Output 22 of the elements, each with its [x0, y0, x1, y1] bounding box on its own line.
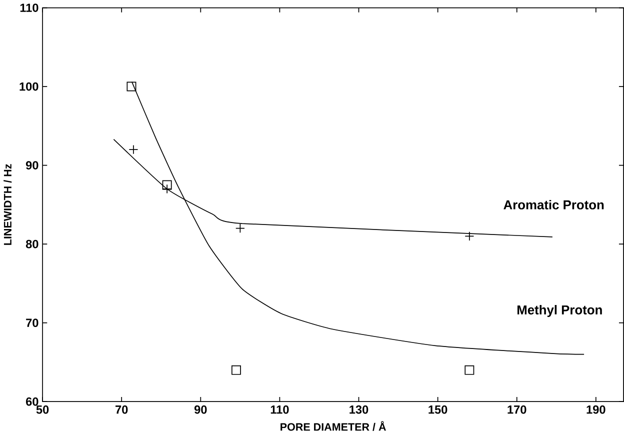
annotation: Aromatic Proton: [504, 200, 604, 210]
point: [464, 365, 474, 375]
point: [126, 82, 136, 92]
y-axis-title: LINEWIDTH / Hz: [4, 164, 12, 245]
point: [231, 365, 241, 375]
x-tick-label: 130: [350, 405, 368, 414]
x-tick-label: 170: [508, 405, 526, 414]
point: [162, 180, 172, 190]
x-tick-label: 50: [36, 405, 49, 414]
x-tick-label: 190: [586, 405, 606, 414]
y-tick-label: 60: [26, 397, 38, 406]
y-tick-label: 70: [26, 318, 38, 327]
y-tick-label: 110: [20, 3, 38, 12]
x-tick-label: 150: [428, 405, 448, 414]
x-tick-label: 70: [116, 405, 128, 414]
y-tick-label: 80: [26, 240, 38, 248]
x-axis-title: PORE DIAMETER / Å: [280, 420, 386, 431]
x-tick-label: 110: [270, 405, 289, 414]
y-tick-label: 100: [20, 82, 38, 91]
annotation: Methyl Proton: [517, 304, 602, 317]
x-tick-label: 90: [194, 405, 207, 414]
y-tick-label: 90: [26, 160, 38, 170]
